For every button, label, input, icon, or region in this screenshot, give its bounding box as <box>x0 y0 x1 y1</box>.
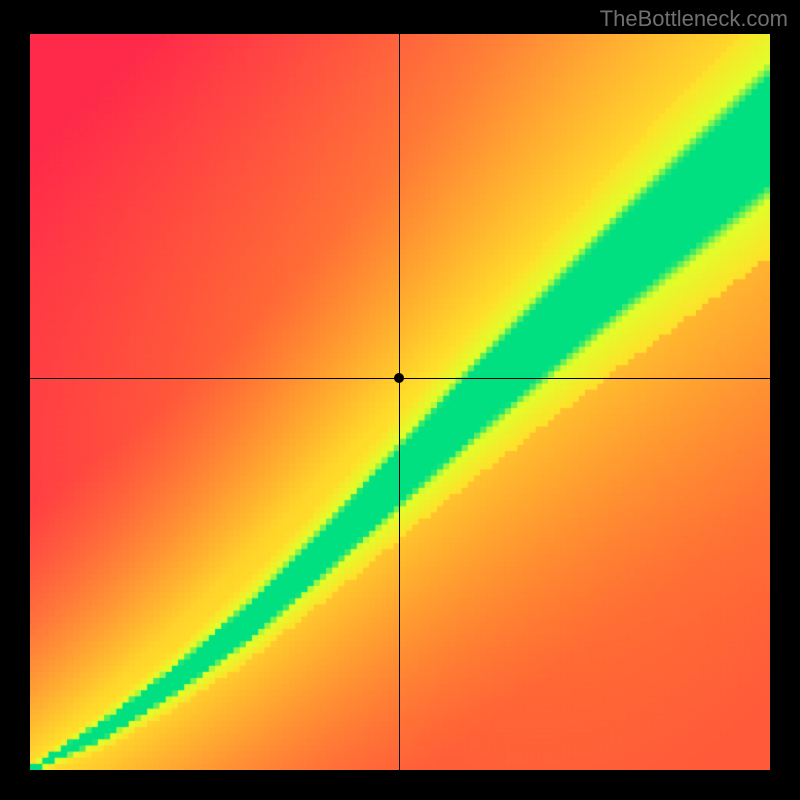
chart-container: TheBottleneck.com <box>0 0 800 800</box>
watermark-text: TheBottleneck.com <box>600 6 788 32</box>
plot-area <box>30 34 770 770</box>
heatmap-canvas <box>30 34 770 770</box>
crosshair-marker <box>394 373 404 383</box>
crosshair-vertical <box>399 34 400 770</box>
